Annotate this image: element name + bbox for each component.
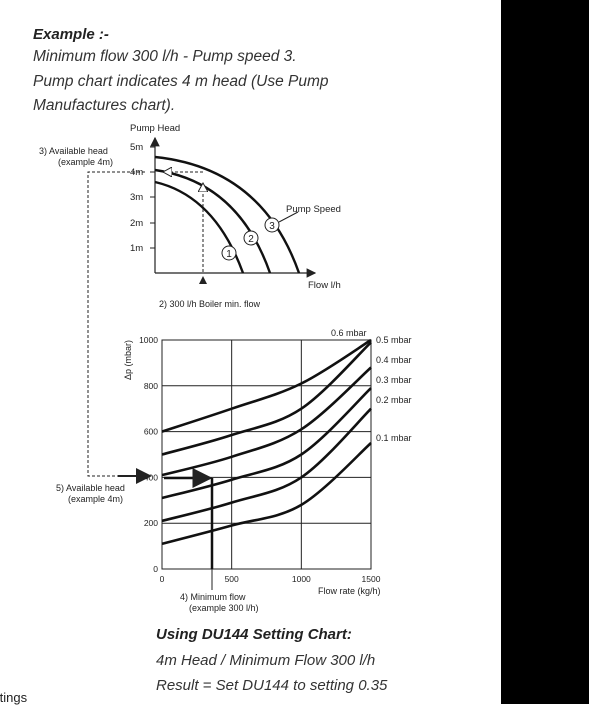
pump-curve-1 xyxy=(154,180,245,274)
setting-x-tick-1000: 1000 xyxy=(292,574,311,584)
example-line-2: Pump chart indicates 4 m head (Use Pump xyxy=(33,73,329,90)
setting-flow-annotation-2: (example 300 l/h) xyxy=(189,603,259,613)
black-margin xyxy=(501,0,589,704)
setting-y-ticks: 0 200 400 600 800 1000 xyxy=(139,335,158,574)
setting-y-tick-400: 400 xyxy=(144,472,158,482)
example-title: Example :- xyxy=(33,26,109,43)
curve-label-0-5: 0.5 mbar xyxy=(376,335,412,345)
pump-y-tick-3: 3m xyxy=(130,192,143,203)
setting-x-ticks: 0 500 1000 1500 xyxy=(160,574,381,584)
curve-label-0-4: 0.4 mbar xyxy=(376,355,412,365)
setting-y-tick-800: 800 xyxy=(144,381,158,391)
setting-head-annotation-2: (example 4m) xyxy=(68,494,123,504)
curve-label-0-2: 0.2 mbar xyxy=(376,395,412,405)
pump-y-tick-1: 1m xyxy=(130,243,143,254)
result-title: Using DU144 Setting Chart: xyxy=(156,626,352,643)
pump-y-ticks: 1m 2m 3m 4m 5m xyxy=(130,142,155,254)
curve-label-0-3: 0.3 mbar xyxy=(376,375,412,385)
setting-x-tick-1500: 1500 xyxy=(362,574,381,584)
pump-y-title: Pump Head xyxy=(130,123,180,134)
setting-flow-annotation-1: 4) Minimum flow xyxy=(180,592,246,602)
pump-speed-label: Pump Speed xyxy=(286,204,341,215)
curve-label-0-1: 0.1 mbar xyxy=(376,433,412,443)
example-line-1: Minimum flow 300 l/h - Pump speed 3. xyxy=(33,48,297,65)
setting-curve-6 xyxy=(161,442,372,546)
speed-3-label: 3 xyxy=(269,221,275,232)
setting-x-tick-500: 500 xyxy=(225,574,239,584)
cropped-side-text: ttings xyxy=(0,690,28,705)
setting-y-tick-0: 0 xyxy=(153,564,158,574)
result-line-2: Result = Set DU144 to setting 0.35 xyxy=(156,677,388,694)
pump-y-tick-4: 4m xyxy=(130,167,143,178)
pump-x-title: Flow l/h xyxy=(308,280,341,291)
setting-curve-1 xyxy=(161,338,372,433)
example-line-3: Manufactures chart). xyxy=(33,97,176,114)
pump-y-tick-5: 5m xyxy=(130,142,143,153)
setting-y-tick-200: 200 xyxy=(144,518,158,528)
pump-head-annotation-2: (example 4m) xyxy=(58,157,113,167)
setting-curve-4 xyxy=(161,387,372,500)
pump-curve-2 xyxy=(154,168,272,274)
setting-y-tick-1000: 1000 xyxy=(139,335,158,345)
speed-1-label: 1 xyxy=(226,249,232,260)
speed-2-label: 2 xyxy=(248,234,254,245)
setting-y-tick-600: 600 xyxy=(144,427,158,437)
pump-curve-3 xyxy=(154,155,301,274)
pump-flow-annotation: 2) 300 l/h Boiler min. flow xyxy=(159,299,261,309)
setting-y-label: Δp (mbar) xyxy=(123,340,133,380)
result-line-1: 4m Head / Minimum Flow 300 l/h xyxy=(156,652,376,669)
setting-curve-5 xyxy=(161,407,372,523)
setting-x-label: Flow rate (kg/h) xyxy=(318,586,381,596)
setting-curve-2 xyxy=(161,341,372,456)
pump-speed-badges: 1 2 3 xyxy=(221,217,280,261)
setting-curves xyxy=(161,338,372,546)
pump-y-tick-2: 2m xyxy=(130,218,143,229)
setting-x-tick-0: 0 xyxy=(160,574,165,584)
speed-leader-line xyxy=(278,211,299,223)
pump-head-annotation-1: 3) Available head xyxy=(39,146,108,156)
head-connector-dashed xyxy=(87,171,145,477)
curve-label-0-6: 0.6 mbar xyxy=(331,328,367,338)
setting-head-annotation-1: 5) Available head xyxy=(56,483,125,493)
setting-curve-3 xyxy=(161,366,372,477)
